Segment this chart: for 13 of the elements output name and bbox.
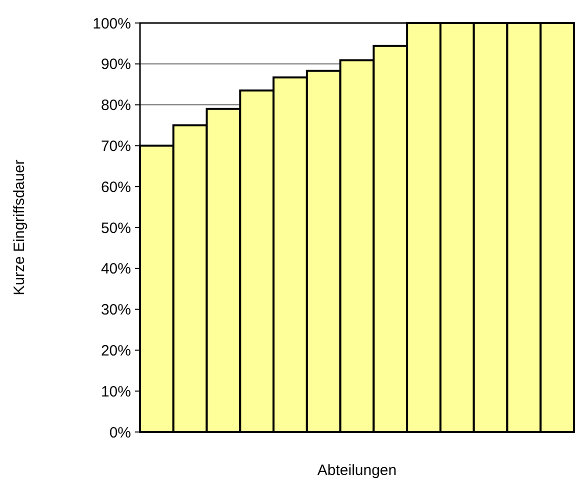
y-tick-label: 20% xyxy=(100,342,131,360)
y-tick-label: 80% xyxy=(100,97,131,114)
y-axis-title: Kurze Eingriffsdauer xyxy=(11,160,28,296)
y-tick-label: 40% xyxy=(100,260,131,278)
y-tick-label: 60% xyxy=(100,178,131,196)
y-tick-label: 70% xyxy=(100,138,131,155)
x-axis-title: Abteilungen xyxy=(317,462,397,479)
y-tick-label: 0% xyxy=(109,424,131,442)
y-tick-label: 90% xyxy=(100,56,131,74)
y-tick-label: 30% xyxy=(100,302,131,319)
y-tick-label: 100% xyxy=(92,15,131,32)
y-tick-label: 10% xyxy=(100,383,131,400)
y-tick-label: 50% xyxy=(100,220,131,237)
